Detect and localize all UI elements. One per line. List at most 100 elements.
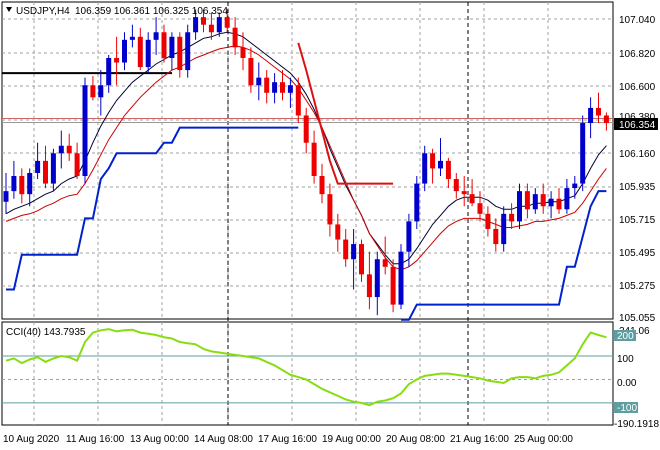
price-tick-label: 106.600	[619, 82, 656, 93]
candle-body	[509, 213, 515, 222]
time-tick-label: 14 Aug 08:00	[194, 434, 253, 445]
time-tick-label: 25 Aug 00:00	[514, 434, 573, 445]
candle-body	[19, 176, 25, 195]
candle-body	[208, 24, 214, 33]
time-tick-label: 17 Aug 16:00	[258, 434, 317, 445]
candle-body	[90, 85, 96, 98]
price-tick-label: 107.040	[619, 15, 656, 26]
ohlc-values: 106.359 106.361 106.325 106.354	[75, 6, 228, 17]
bid-price-text: 106.354	[619, 120, 656, 131]
candle-body	[335, 224, 341, 240]
candle-body	[572, 183, 578, 189]
lower-channel-line	[6, 126, 607, 321]
candle-body	[303, 115, 309, 143]
candle-body	[580, 123, 586, 184]
cci-level-0: 0.00	[617, 378, 637, 389]
candle-body	[398, 251, 404, 305]
candle-body	[485, 213, 491, 229]
main-chart-pane[interactable]	[1, 1, 614, 320]
cci-axis[interactable]: 241.06 200 100 0.00 -100 -190.1918	[614, 326, 659, 430]
candle-body	[74, 153, 80, 177]
candle-body	[280, 82, 285, 93]
candle-body	[161, 32, 167, 58]
price-tick-label: 105.055	[619, 313, 656, 324]
candle-body	[438, 160, 443, 169]
cci-level-200: 200	[617, 331, 634, 342]
indicator-lines	[5, 31, 607, 321]
candle-body	[453, 179, 459, 192]
candle-body	[390, 266, 396, 305]
candle-body	[122, 39, 127, 63]
candle-body	[493, 228, 499, 245]
candlesticks	[3, 9, 609, 316]
candle-body	[256, 77, 262, 86]
candle-body	[477, 203, 483, 214]
candle-body	[11, 176, 17, 192]
price-axis[interactable]: 107.040 106.820 106.600 106.160 105.935 …	[619, 15, 656, 324]
candle-body	[177, 36, 183, 71]
triangle-down-icon[interactable]	[6, 7, 12, 12]
candle-body	[406, 221, 412, 252]
candle-body	[366, 274, 372, 298]
candle-body	[532, 194, 538, 210]
candle-body	[240, 47, 246, 58]
candle-body	[556, 198, 562, 210]
candle-body	[524, 191, 530, 210]
candle-body	[153, 32, 159, 40]
candle-body	[58, 145, 64, 154]
ask-price-badge: 106.380	[614, 111, 658, 123]
candle-body	[169, 36, 175, 58]
candle-body	[517, 191, 522, 222]
price-tick-label: 106.820	[619, 49, 656, 60]
candle-body	[603, 115, 609, 124]
time-tick-label: 13 Aug 00:00	[130, 434, 189, 445]
time-axis[interactable]: 10 Aug 2020 11 Aug 16:00 13 Aug 00:00 14…	[3, 434, 573, 445]
price-tick-label: 105.935	[619, 182, 656, 193]
candle-body	[343, 239, 349, 260]
candle-body	[232, 27, 238, 48]
candle-body	[564, 188, 570, 210]
cci-level-100: 100	[617, 354, 634, 365]
candle-body	[137, 36, 143, 68]
candle-body	[430, 153, 436, 169]
candle-body	[216, 17, 222, 33]
cci-label: CCI(40) 143.7935	[6, 327, 86, 338]
candle-body	[469, 194, 475, 204]
candle-body	[193, 17, 199, 33]
cci-indicator-pane[interactable]	[1, 321, 614, 426]
cci-series-line	[5, 328, 607, 407]
candle-body	[287, 85, 293, 93]
price-tick-label: 106.160	[619, 149, 656, 160]
level-minus100-badge	[614, 402, 638, 413]
candle-body	[3, 191, 9, 202]
candle-body	[501, 213, 507, 245]
candle-body	[588, 107, 594, 124]
price-tick-label: 105.495	[619, 248, 656, 259]
candle-body	[201, 17, 206, 25]
symbol-label: USDJPY,H4	[16, 6, 70, 17]
candle-body	[382, 259, 388, 267]
time-tick-label: 10 Aug 2020	[3, 434, 60, 445]
cci-level-minus-100: -100	[617, 403, 637, 414]
candle-body	[50, 153, 56, 184]
candle-body	[129, 36, 135, 40]
price-tick-label: 105.275	[619, 281, 656, 292]
candle-body	[66, 145, 72, 154]
candle-body	[540, 194, 546, 207]
candle-body	[114, 57, 120, 63]
candle-body	[295, 85, 301, 116]
slow-moving-average-line	[5, 45, 607, 271]
candle-body	[319, 176, 325, 195]
candle-body	[596, 107, 601, 116]
candle-body	[35, 160, 41, 173]
candle-body	[548, 198, 554, 207]
price-tick-label: 105.715	[619, 215, 656, 226]
time-tick-label: 19 Aug 00:00	[322, 434, 381, 445]
time-tick-label: 21 Aug 16:00	[450, 434, 509, 445]
candle-body	[374, 259, 380, 298]
candle-body	[327, 194, 333, 225]
candle-body	[272, 82, 278, 93]
candle-body	[145, 39, 151, 68]
candle-body	[414, 183, 420, 222]
